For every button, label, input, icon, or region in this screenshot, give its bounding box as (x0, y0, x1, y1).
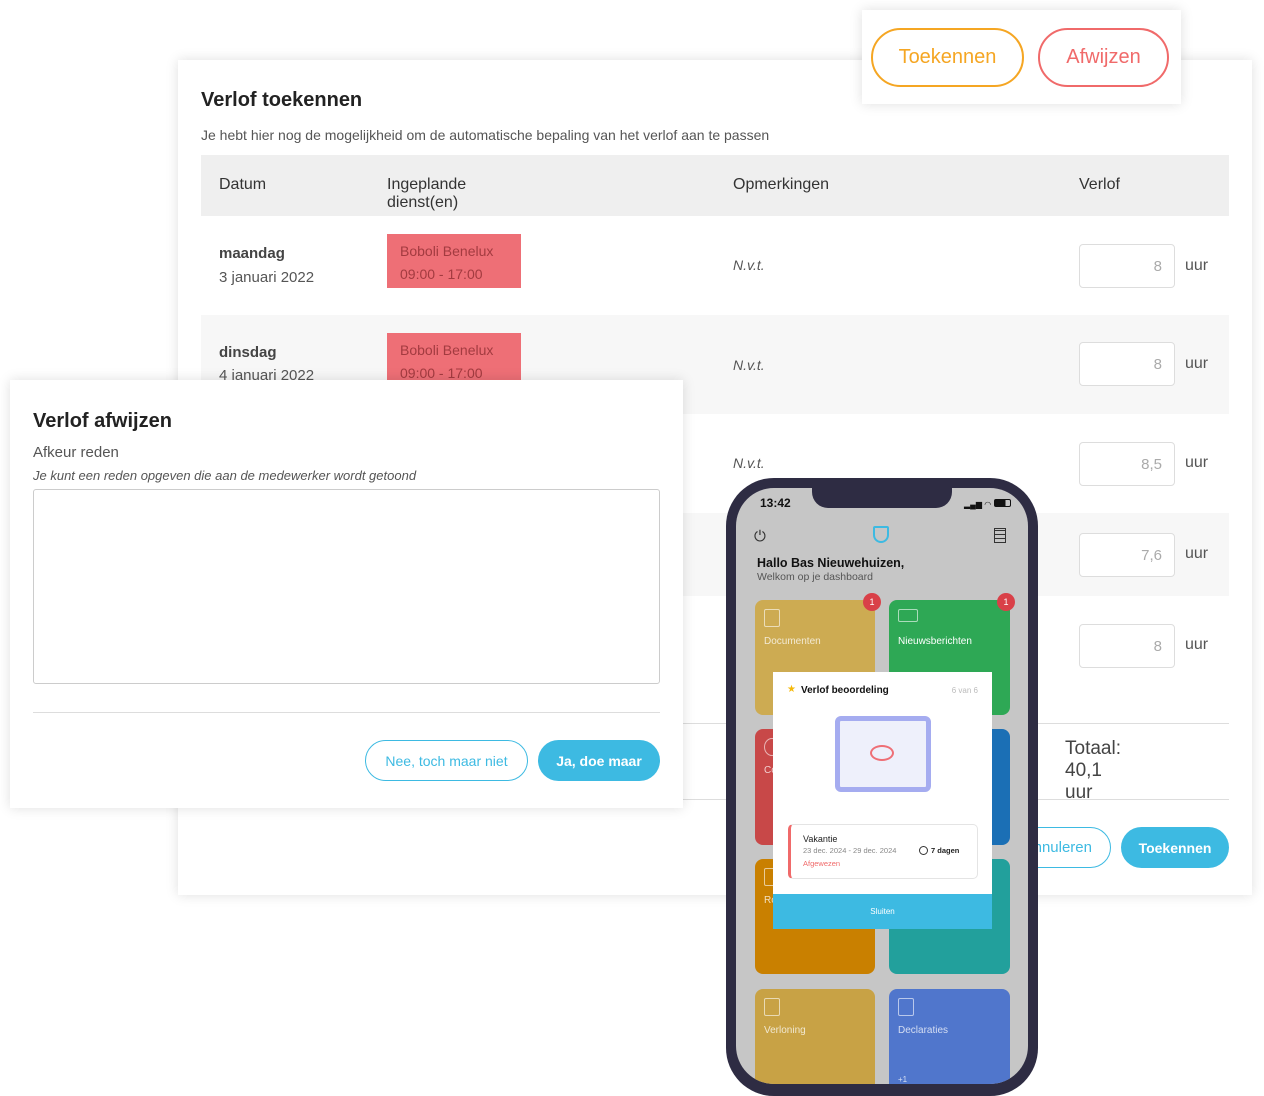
newspaper-icon (898, 609, 918, 622)
shift-time: 09:00 - 17:00 (400, 365, 483, 381)
reject-mark-icon (870, 745, 894, 761)
hours-input[interactable]: 8 (1079, 244, 1175, 288)
phone-screen: 13:42 ▂▄▆ ◠ ⏻ Hallo Bas Nieuwehuizen, We… (736, 488, 1028, 1084)
reject-modal: Verlof afwijzen Afkeur reden Je kunt een… (10, 380, 683, 808)
tile-verloning[interactable]: Verloning (755, 989, 875, 1084)
tile-label: Declaraties (898, 1025, 949, 1036)
tile-label: Documenten (764, 636, 821, 647)
reject-title: Verlof afwijzen (33, 410, 172, 432)
building-icon[interactable] (994, 528, 1006, 543)
notification-badge: 1 (863, 593, 881, 611)
row-date: 4 januari 2022 (219, 367, 315, 384)
hours-unit: uur (1185, 545, 1209, 562)
row-day: dinsdag (219, 344, 277, 361)
welcome-text: Welkom op je dashboard (757, 571, 873, 583)
leave-item: Vakantie 23 dec. 2024 - 29 dec. 2024 7 d… (788, 824, 978, 879)
leave-status: Afgewezen (803, 859, 841, 868)
shift-badge: Boboli Benelux 09:00 - 17:00 (387, 333, 521, 387)
col-datum: Datum (219, 176, 267, 193)
hours-unit: uur (1185, 257, 1209, 274)
divider (201, 799, 1229, 800)
greeting: Hallo Bas Nieuwehuizen, (757, 556, 905, 570)
tile-declaraties[interactable]: Declaraties +1 (889, 989, 1010, 1084)
leave-duration: 7 dagen (931, 846, 960, 855)
total-hours: Totaal: 40,1 uur (1065, 738, 1121, 803)
reason-textarea[interactable] (33, 489, 660, 684)
power-icon[interactable]: ⏻ (754, 528, 766, 545)
leave-type: Vakantie (803, 834, 838, 844)
reason-help: Je kunt een reden opgeven die aan de med… (33, 468, 417, 483)
hours-input[interactable]: 8,5 (1079, 442, 1175, 486)
tile-label: Co (764, 765, 777, 776)
modal-title: Verlof beoordeling (801, 685, 889, 696)
notification-badge: 1 (997, 593, 1015, 611)
col-diensten: Ingeplande dienst(en) (387, 176, 467, 211)
leave-review-modal: ★ Verlof beoordeling 6 van 6 Vakantie 23… (773, 672, 992, 929)
row-day: maandag (219, 245, 285, 262)
declaration-icon (898, 998, 914, 1016)
reason-label: Afkeur reden (33, 444, 119, 461)
row-remark: N.v.t. (733, 357, 765, 373)
hours-input[interactable]: 8 (1079, 342, 1175, 386)
status-time: 13:42 (760, 496, 791, 510)
phone-mockup: 13:42 ▂▄▆ ◠ ⏻ Hallo Bas Nieuwehuizen, We… (726, 478, 1038, 1096)
hours-unit: uur (1185, 636, 1209, 653)
reject-button[interactable]: Afwijzen (1038, 28, 1169, 87)
divider (201, 723, 1229, 724)
row-remark: N.v.t. (733, 257, 765, 273)
shift-time: 09:00 - 17:00 (400, 266, 483, 282)
calendar-illustration (835, 716, 931, 792)
signal-icon: ▂▄▆ ◠ (964, 500, 992, 509)
tile-label: Ro (764, 895, 777, 906)
shift-name: Boboli Benelux (400, 243, 494, 259)
divider (33, 712, 660, 713)
hours-input[interactable]: 7,6 (1079, 533, 1175, 577)
table-row: maandag 3 januari 2022 Boboli Benelux 09:… (201, 216, 1229, 315)
shift-name: Boboli Benelux (400, 342, 494, 358)
col-opmerkingen: Opmerkingen (733, 176, 830, 193)
hours-unit: uur (1185, 454, 1209, 471)
document-icon (764, 609, 780, 627)
row-date: 3 januari 2022 (219, 269, 315, 286)
grant-button[interactable]: Toekennen (871, 28, 1024, 87)
tile-label: Verloning (764, 1025, 806, 1036)
notch (812, 488, 952, 508)
grant-subtitle: Je hebt hier nog de mogelijkheid om de a… (201, 127, 770, 143)
shield-logo-icon (873, 526, 889, 543)
hours-input[interactable]: 8 (1079, 624, 1175, 668)
table-header (201, 155, 1229, 216)
reject-confirm-button[interactable]: Ja, doe maar (538, 740, 660, 781)
battery-icon (994, 499, 1011, 507)
hours-unit: uur (1185, 355, 1209, 372)
modal-counter: 6 van 6 (951, 686, 978, 695)
col-verlof: Verlof (1079, 176, 1120, 193)
tile-extra: +1 (898, 1075, 908, 1084)
grant-title: Verlof toekennen (201, 89, 363, 111)
clock-icon (919, 846, 928, 855)
reject-cancel-button[interactable]: Nee, toch maar niet (365, 740, 528, 781)
shift-badge: Boboli Benelux 09:00 - 17:00 (387, 234, 521, 288)
tile-label: Nieuwsberichten (898, 636, 972, 647)
row-remark: N.v.t. (733, 455, 765, 471)
receipt-icon (764, 998, 780, 1016)
close-button[interactable]: Sluiten (773, 894, 992, 929)
star-icon: ★ (787, 684, 796, 695)
action-popup: Toekennen Afwijzen (862, 10, 1181, 104)
leave-period: 23 dec. 2024 - 29 dec. 2024 (803, 846, 897, 855)
grant-submit-button[interactable]: Toekennen (1121, 827, 1229, 868)
